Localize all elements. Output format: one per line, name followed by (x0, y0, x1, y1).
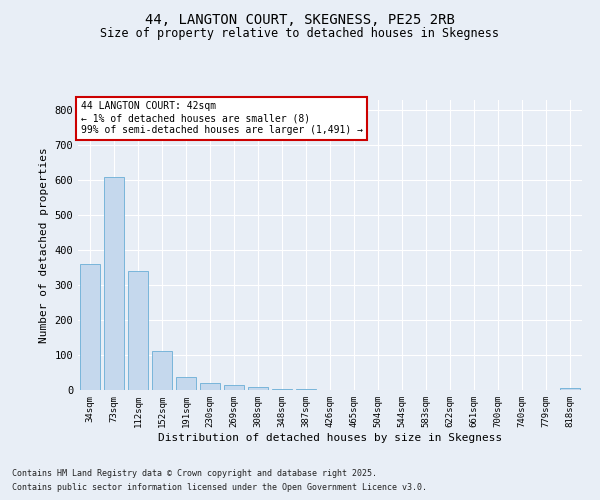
Y-axis label: Number of detached properties: Number of detached properties (39, 147, 49, 343)
Bar (152, 350, 172, 390)
Text: Size of property relative to detached houses in Skegness: Size of property relative to detached ho… (101, 28, 499, 40)
X-axis label: Distribution of detached houses by size in Skegness: Distribution of detached houses by size … (158, 432, 502, 442)
Bar (200, 383, 220, 390)
Text: 44 LANGTON COURT: 42sqm
← 1% of detached houses are smaller (8)
99% of semi-deta: 44 LANGTON COURT: 42sqm ← 1% of detached… (80, 102, 362, 134)
Bar (296, 389, 316, 390)
Bar (224, 385, 244, 390)
Bar (104, 177, 124, 390)
Text: Contains HM Land Registry data © Crown copyright and database right 2025.: Contains HM Land Registry data © Crown c… (12, 468, 377, 477)
Bar (272, 389, 292, 390)
Bar (80, 264, 100, 390)
Bar (128, 271, 148, 390)
Text: 44, LANGTON COURT, SKEGNESS, PE25 2RB: 44, LANGTON COURT, SKEGNESS, PE25 2RB (145, 12, 455, 26)
Bar (248, 386, 268, 390)
Bar (560, 388, 580, 390)
Text: Contains public sector information licensed under the Open Government Licence v3: Contains public sector information licen… (12, 484, 427, 492)
Bar (176, 377, 196, 390)
